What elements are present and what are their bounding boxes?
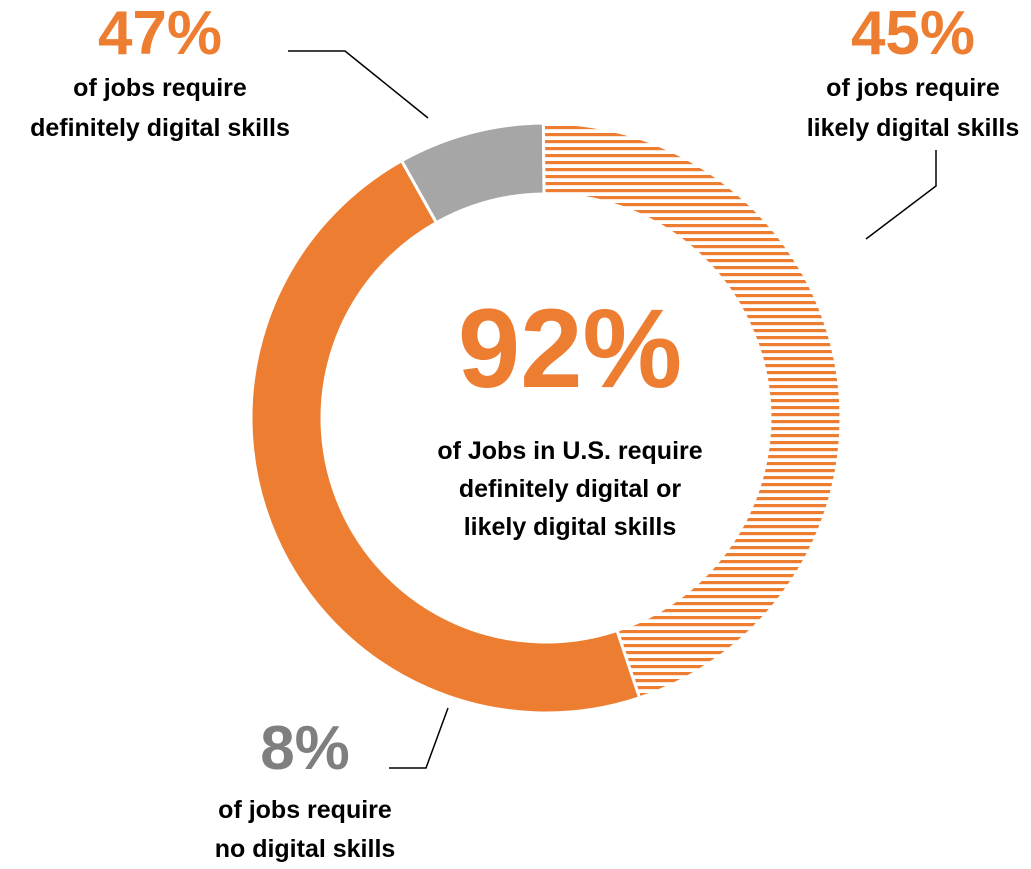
caption-likely-digital-line-2: likely digital skills	[807, 114, 1020, 142]
caption-definitely-digital-line-1: of jobs require	[73, 74, 247, 102]
slice-definitely-digital	[249, 158, 642, 715]
center-value-label: 92%	[458, 286, 682, 411]
center-caption-line-3: likely digital skills	[464, 513, 677, 541]
value-label-likely-digital: 45%	[851, 0, 975, 68]
caption-no-digital-line-1: of jobs require	[218, 796, 392, 824]
leader-lines-layer	[288, 50, 937, 769]
slices-layer	[249, 121, 843, 715]
caption-no-digital-line-2: no digital skills	[215, 835, 396, 863]
value-label-definitely-digital: 47%	[98, 0, 222, 68]
caption-definitely-digital-line-2: definitely digital skills	[30, 114, 290, 142]
leader-line-no-digital	[389, 707, 449, 769]
center-caption-line-2: definitely digital or	[459, 475, 682, 503]
leader-line-definitely-digital	[288, 50, 429, 119]
slice-likely-digital	[541, 121, 843, 700]
center-label-layer: 92% of Jobs in U.S. require definitely dig…	[437, 286, 702, 541]
center-caption-line-1: of Jobs in U.S. require	[437, 437, 702, 465]
leader-line-likely-digital	[865, 150, 937, 240]
labels-layer: 47% of jobs require definitely digital ski…	[30, 0, 1019, 863]
value-label-no-digital: 8%	[260, 714, 350, 783]
caption-likely-digital-line-1: of jobs require	[826, 74, 1000, 102]
